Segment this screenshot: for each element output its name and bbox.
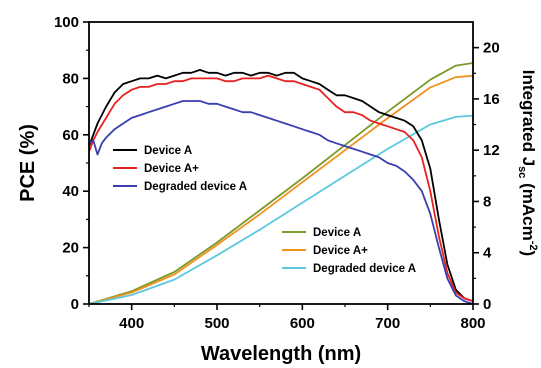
jsc-series-line — [88, 114, 474, 305]
y-axis-right-title-part: ) — [519, 251, 538, 257]
x-tick-label: 500 — [204, 315, 229, 332]
y-left-tick-label: 60 — [62, 127, 79, 144]
legend-pce-label: Degraded device A — [144, 181, 247, 193]
y-axis-left-title: PCE (%) — [17, 124, 39, 202]
x-tick-label: 400 — [119, 315, 144, 332]
y-axis-right-title-superscript: -2 — [527, 241, 539, 251]
legend-jsc-label: Device A+ — [313, 245, 368, 257]
y-left-tick-label: 40 — [62, 183, 79, 200]
y-axis-right-title: Integrated Jsc (mAcm-2) — [516, 70, 539, 256]
y-left-tick-label: 100 — [54, 14, 79, 31]
x-tick-label: 800 — [460, 315, 485, 332]
x-tick-label: 600 — [290, 315, 315, 332]
jsc-series-line — [88, 74, 474, 305]
plot-layer — [88, 62, 474, 305]
y-right-tick-label: 12 — [483, 142, 500, 159]
y-left-tick-label: 0 — [71, 296, 79, 313]
plot-frame — [88, 21, 474, 305]
x-axis-title: Wavelength (nm) — [201, 343, 361, 365]
legend-layer: Device A Device A+ Degraded device A Device… — [113, 145, 416, 275]
y-axis-right-title-part: (mAcm — [519, 178, 538, 240]
legend-pce-label: Device A+ — [144, 163, 199, 175]
x-tick-label: 700 — [375, 315, 400, 332]
y-axis-right-title-part: Integrated J — [519, 70, 538, 166]
pce-series-line — [88, 100, 474, 305]
legend-jsc-label: Device A — [313, 227, 361, 239]
legend-jsc-label: Degraded device A — [313, 263, 416, 275]
y-right-tick-label: 8 — [483, 193, 491, 210]
jsc-series-line — [88, 62, 474, 305]
y-right-tick-label: 20 — [483, 40, 500, 57]
y-left-tick-label: 20 — [62, 240, 79, 257]
y-right-tick-label: 0 — [483, 296, 491, 313]
y-right-tick-label: 16 — [483, 91, 500, 108]
pce-series-line — [88, 74, 474, 303]
y-axis-right-title-subscript: sc — [516, 166, 528, 178]
legend-pce-label: Device A — [144, 145, 192, 157]
pce-series-line — [88, 69, 474, 303]
tick-layer: 400 500 600 700 800 0 20 40 60 80 100 0 4 8 12 16 20 — [54, 14, 500, 332]
y-right-tick-label: 4 — [483, 245, 492, 262]
y-left-tick-label: 80 — [62, 70, 79, 87]
